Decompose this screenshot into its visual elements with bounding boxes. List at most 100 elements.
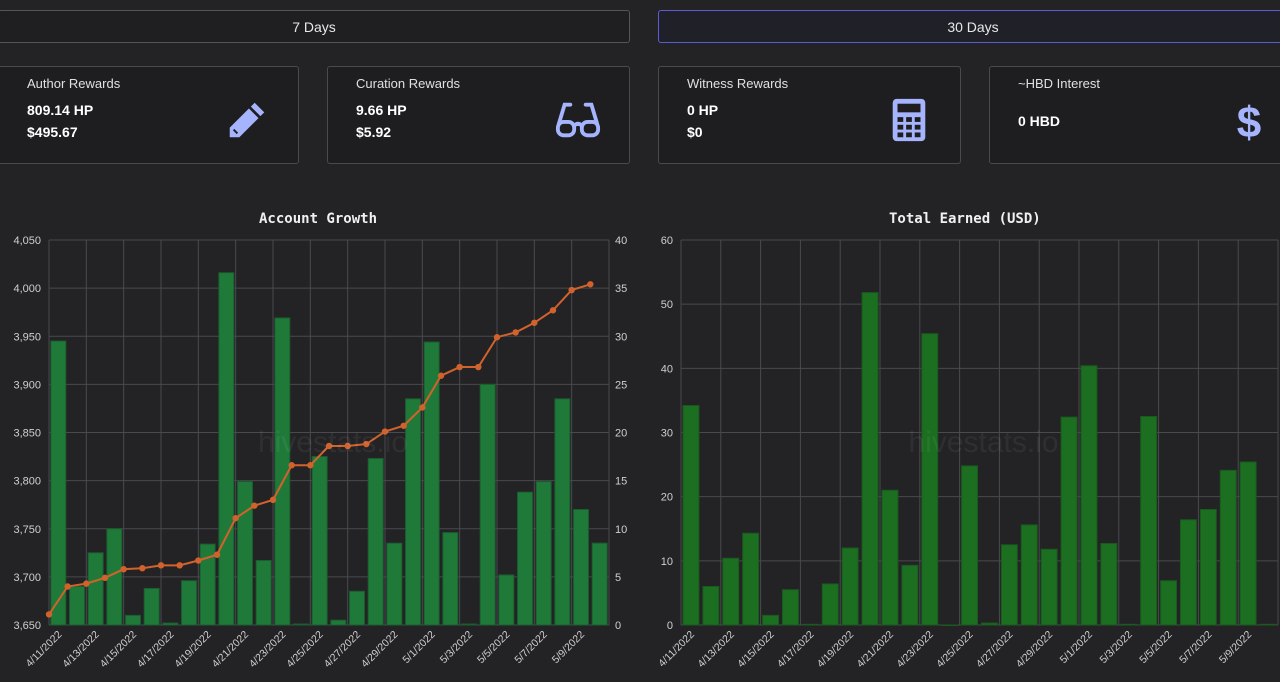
bar (330, 619, 347, 626)
card-value-hp: 0 HP (687, 102, 719, 118)
line-point (549, 307, 557, 314)
bar (554, 398, 571, 626)
bar (69, 586, 85, 626)
bar (1239, 461, 1257, 626)
bar (367, 457, 384, 626)
y2-tick-label: 35 (615, 283, 627, 295)
bar (742, 532, 760, 626)
bar (961, 465, 979, 626)
line-point (531, 319, 538, 326)
x-tick-label: 4/17/2022 (135, 629, 177, 671)
x-tick-label: 4/13/2022 (695, 629, 737, 671)
bar (801, 623, 819, 626)
bar (274, 317, 291, 626)
bar (1080, 365, 1098, 626)
line-point (568, 286, 575, 294)
watermark: hivestats.io (908, 426, 1058, 459)
bar (237, 481, 253, 626)
bar (87, 552, 104, 626)
line-point (64, 583, 71, 590)
y-tick-label: 3,750 (13, 524, 41, 536)
x-tick-label: 5/3/2022 (1097, 629, 1134, 666)
tab-30-days-label: 30 Days (947, 18, 999, 35)
x-tick-label: 5/7/2022 (512, 629, 549, 666)
y2-tick-label: 15 (615, 476, 627, 488)
line-point (419, 404, 426, 411)
svg-text:$: $ (1237, 98, 1262, 143)
line-point (83, 580, 90, 587)
bar (479, 383, 496, 626)
x-tick-label: 4/21/2022 (855, 629, 897, 671)
tab-7-days[interactable]: 7 Days (0, 10, 630, 43)
line-point (475, 363, 482, 371)
x-tick-label: 4/17/2022 (775, 629, 817, 671)
tab-30-days[interactable]: 30 Days (658, 10, 1280, 43)
x-tick-label: 4/13/2022 (60, 629, 102, 671)
bar (682, 405, 700, 626)
y2-tick-label: 20 (615, 428, 627, 440)
bar (125, 614, 141, 626)
card-value-usd: $0 (687, 124, 703, 140)
y-tick-label: 20 (661, 492, 673, 504)
x-tick-label: 4/25/2022 (284, 629, 326, 671)
x-tick-label: 5/7/2022 (1177, 629, 1214, 666)
x-tick-label: 4/27/2022 (322, 629, 364, 671)
hbd-interest-card: ~HBD Interest 0 HBD $ (989, 66, 1280, 164)
line-point (45, 611, 53, 618)
line-point (195, 557, 202, 564)
bar (1020, 524, 1038, 626)
y-tick-label: 50 (661, 299, 673, 311)
chart-title-total-earned: Total Earned (USD) (889, 211, 1041, 227)
tab-7-days-label: 7 Days (292, 18, 336, 35)
line-point (400, 422, 407, 429)
y2-tick-label: 5 (615, 572, 621, 584)
card-title: Curation Rewards (356, 76, 461, 91)
y-tick-label: 4,050 (13, 235, 41, 247)
bar (442, 532, 459, 626)
x-tick-label: 4/15/2022 (98, 629, 140, 671)
watermark: hivestats.io (258, 426, 408, 459)
total-earned-chart: 0 10 20 30 40 50 60 4/11/20224/13/20224/15/2022… (656, 235, 1279, 671)
bar (591, 542, 608, 626)
x-tick-label: 4/27/2022 (974, 629, 1016, 671)
line-point (493, 334, 501, 341)
bar (255, 560, 272, 626)
y-tick-label: 30 (661, 428, 673, 440)
bar (1120, 623, 1138, 626)
bar (181, 580, 197, 626)
x-tick-label: 4/29/2022 (359, 629, 401, 671)
x-tick-label: 4/19/2022 (815, 629, 857, 671)
y-tick-label: 10 (661, 556, 673, 568)
y2-tick-label: 0 (615, 620, 621, 632)
x-tick-label: 4/23/2022 (247, 629, 289, 671)
x-tick-label: 5/3/2022 (438, 629, 475, 666)
bar (349, 590, 365, 626)
line-point (587, 281, 594, 288)
line-point (456, 363, 463, 371)
card-title: Witness Rewards (687, 76, 789, 91)
bar (311, 456, 328, 626)
card-value-hbd: 0 HBD (1018, 113, 1061, 129)
bar (980, 622, 998, 626)
card-value-usd: $495.67 (27, 124, 78, 140)
bar (162, 622, 179, 626)
bar (881, 489, 899, 626)
x-tick-label: 5/5/2022 (475, 629, 512, 666)
x-tick-label: 4/11/2022 (23, 629, 64, 670)
card-title: ~HBD Interest (1018, 76, 1101, 91)
bar (535, 481, 552, 626)
line-point (437, 372, 445, 379)
x-tick-label: 4/21/2022 (210, 629, 252, 671)
bar (405, 398, 421, 626)
bar (50, 340, 67, 626)
line-point (232, 514, 239, 522)
line-point (288, 462, 295, 469)
line-point (157, 562, 165, 569)
x-tick-label: 5/5/2022 (1137, 629, 1174, 666)
y-tick-label: 3,700 (13, 572, 41, 584)
line-point (363, 440, 370, 448)
bar (143, 587, 160, 626)
card-title: Author Rewards (27, 76, 121, 91)
y2-tick-label: 25 (615, 379, 627, 391)
x-tick-label: 5/9/2022 (1217, 629, 1254, 666)
